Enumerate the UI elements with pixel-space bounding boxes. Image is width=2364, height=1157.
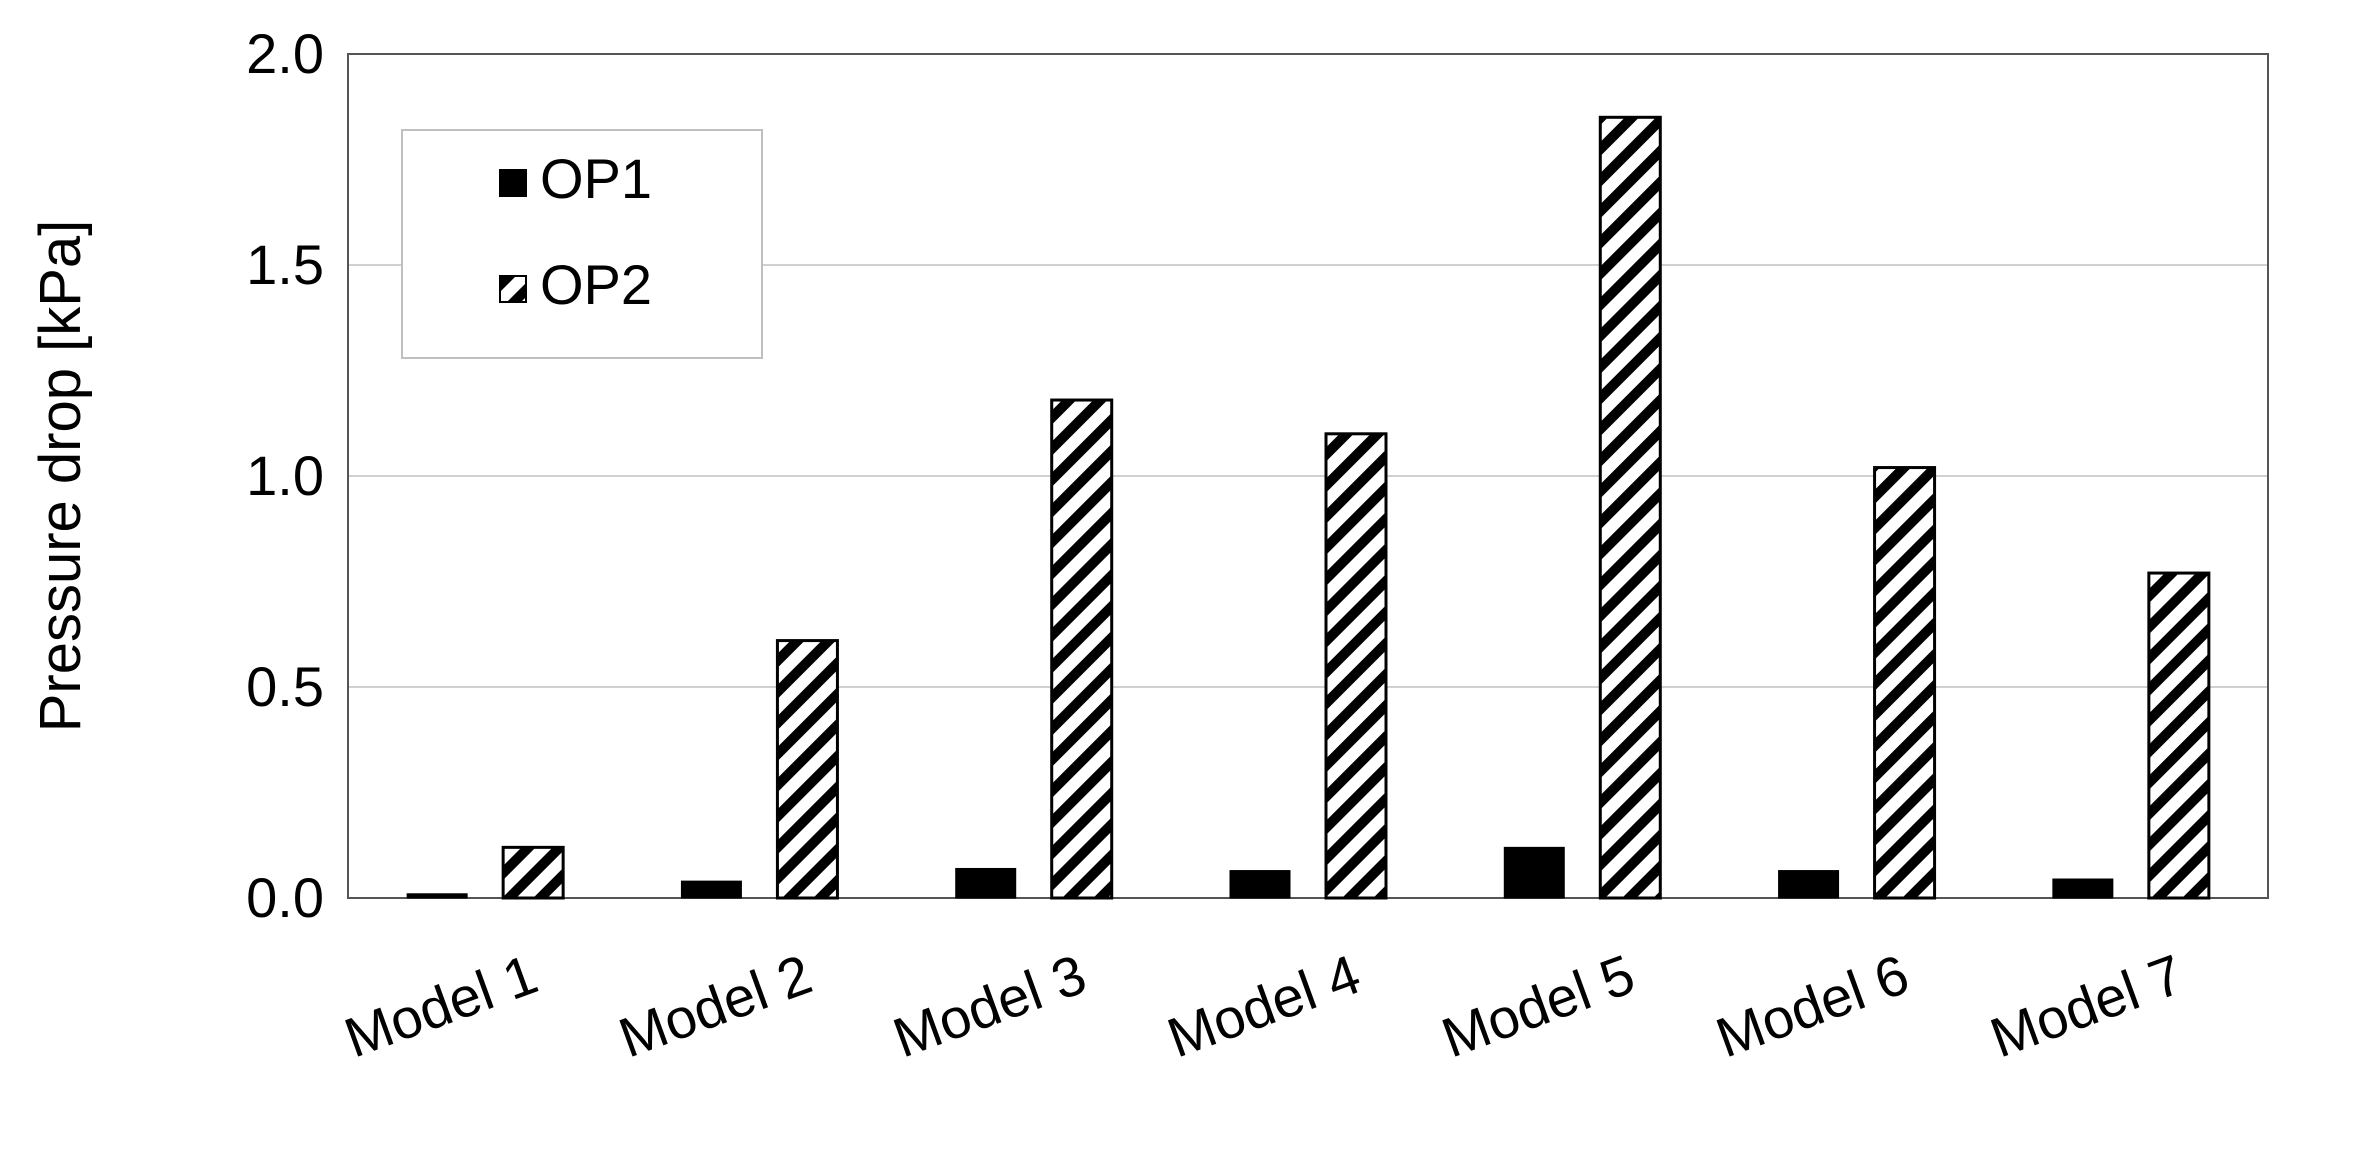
x-tick-label: Model 2 [611, 942, 820, 1069]
bar-op1-4 [1229, 870, 1291, 899]
bar-op2-2 [775, 639, 839, 900]
x-axis-tick-labels: Model 1 Model 2 Model 3 Model 4 Model 5 Model… [336, 942, 2190, 1069]
bar-op1-5 [1503, 846, 1565, 899]
bar-op2-3 [1050, 398, 1114, 900]
y-axis-title: Pressure drop [kPa] [28, 220, 93, 733]
y-tick-label: 1.0 [246, 444, 324, 507]
x-tick-label: Model 4 [1159, 942, 1368, 1069]
x-tick-label: Model 3 [885, 942, 1094, 1069]
bar-op1-6 [1778, 870, 1840, 899]
x-tick-label: Model 6 [1708, 942, 1917, 1069]
legend-box [401, 129, 763, 359]
bar-op1-7 [2052, 878, 2114, 899]
bar-op2-7 [2147, 571, 2211, 900]
bar-op2-5 [1598, 115, 1662, 900]
bars [406, 115, 2211, 900]
y-tick-label: 0.5 [246, 655, 324, 718]
legend: OP1 OP2 [401, 129, 763, 359]
bar-op1-3 [955, 867, 1017, 899]
legend-swatch-op1 [499, 169, 527, 197]
plot-area-frame [347, 53, 2269, 899]
legend-swatch-op2 [499, 275, 527, 303]
bar-op2-6 [1873, 466, 1937, 900]
y-tick-label: 2.0 [246, 22, 324, 85]
legend-items: OP1 OP2 [499, 147, 652, 316]
legend-label-op1: OP1 [540, 147, 652, 210]
bar-op1-1 [406, 893, 468, 899]
bar-op2-4 [1324, 432, 1388, 900]
y-tick-label: 1.5 [246, 233, 324, 296]
bar-op2-1 [501, 845, 565, 900]
y-tick-label: 0.0 [246, 866, 324, 929]
x-tick-label: Model 7 [1982, 942, 2191, 1069]
legend-label-op2: OP2 [540, 253, 652, 316]
x-tick-label: Model 1 [336, 942, 545, 1069]
y-axis-tick-labels: 0.0 0.5 1.0 1.5 2.0 [246, 22, 324, 929]
bar-op1-2 [680, 880, 742, 899]
x-tick-label: Model 5 [1434, 942, 1643, 1069]
